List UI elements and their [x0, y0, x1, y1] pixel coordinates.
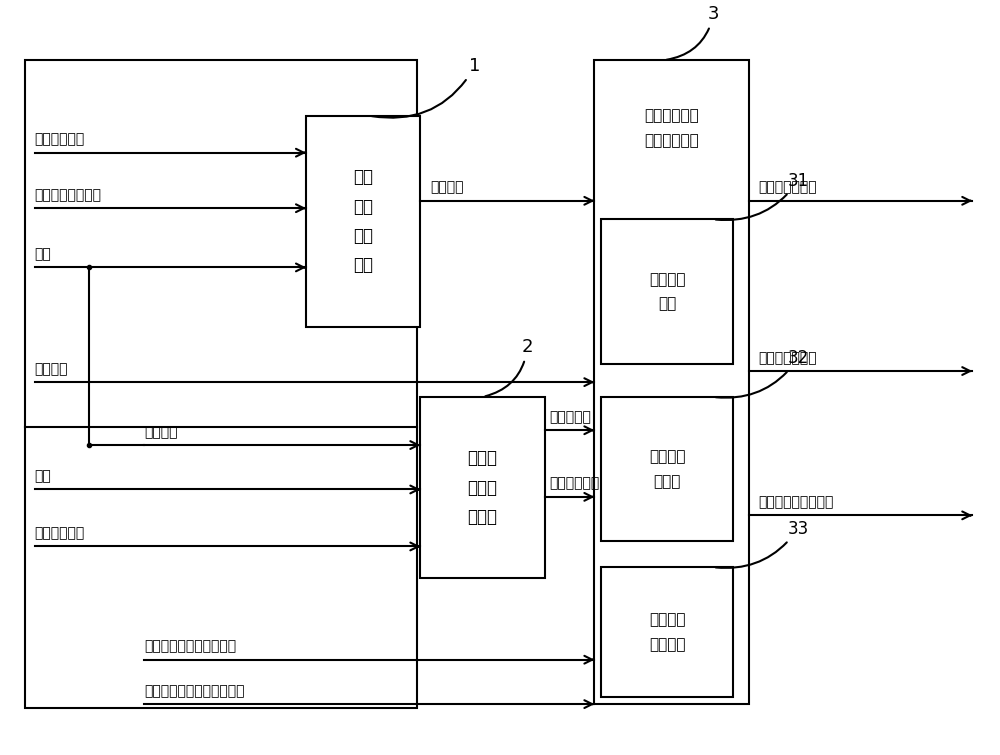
Text: 33: 33	[716, 519, 809, 568]
Bar	[594, 60, 749, 704]
Bar	[25, 60, 417, 707]
Text: 总需求制动力: 总需求制动力	[550, 476, 600, 491]
Text: 电涡流缓速器转子盘转速: 电涡流缓速器转子盘转速	[144, 639, 236, 653]
Bar	[420, 397, 545, 578]
Text: 当前车速: 当前车速	[144, 425, 177, 439]
Text: 制动踏板踩下时间: 制动踏板踩下时间	[35, 188, 102, 202]
Text: 32: 32	[716, 350, 809, 398]
Text: 目标减速度: 目标减速度	[550, 410, 592, 424]
Text: 下长坡制
动工况: 下长坡制 动工况	[649, 449, 685, 489]
Text: 3: 3	[667, 5, 719, 60]
Text: 制动
工况
辨识
模块: 制动 工况 辨识 模块	[353, 168, 373, 274]
Text: 工况类型: 工况类型	[430, 180, 464, 195]
Text: 前轴摩擦制动力: 前轴摩擦制动力	[759, 180, 817, 195]
Text: 制动踏板开度: 制动踏板开度	[35, 526, 85, 540]
Text: 后轴摩擦制动力: 后轴摩擦制动力	[759, 351, 817, 365]
Text: 总制动
需求计
算模块: 总制动 需求计 算模块	[468, 449, 498, 525]
Text: 坡度: 坡度	[35, 469, 51, 483]
Bar	[601, 219, 733, 364]
Text: 电涡流缓速器制动力: 电涡流缓速器制动力	[759, 495, 834, 509]
Text: 分工况制动力
优化分配模块: 分工况制动力 优化分配模块	[644, 108, 699, 148]
Text: 其他普通
制动工况: 其他普通 制动工况	[649, 612, 685, 652]
Bar	[306, 116, 420, 327]
Text: 2: 2	[485, 338, 533, 396]
Text: 1: 1	[372, 57, 481, 118]
Text: 紧急制动信号: 紧急制动信号	[35, 132, 85, 146]
Text: 目标车速: 目标车速	[35, 362, 68, 376]
Text: 31: 31	[716, 171, 809, 220]
Bar	[601, 567, 733, 697]
Text: 紧急制动
工况: 紧急制动 工况	[649, 272, 685, 311]
Text: 前、后轴摩擦衬片磨损情况: 前、后轴摩擦衬片磨损情况	[144, 684, 244, 698]
Text: 坡度: 坡度	[35, 247, 51, 261]
Bar	[601, 397, 733, 541]
